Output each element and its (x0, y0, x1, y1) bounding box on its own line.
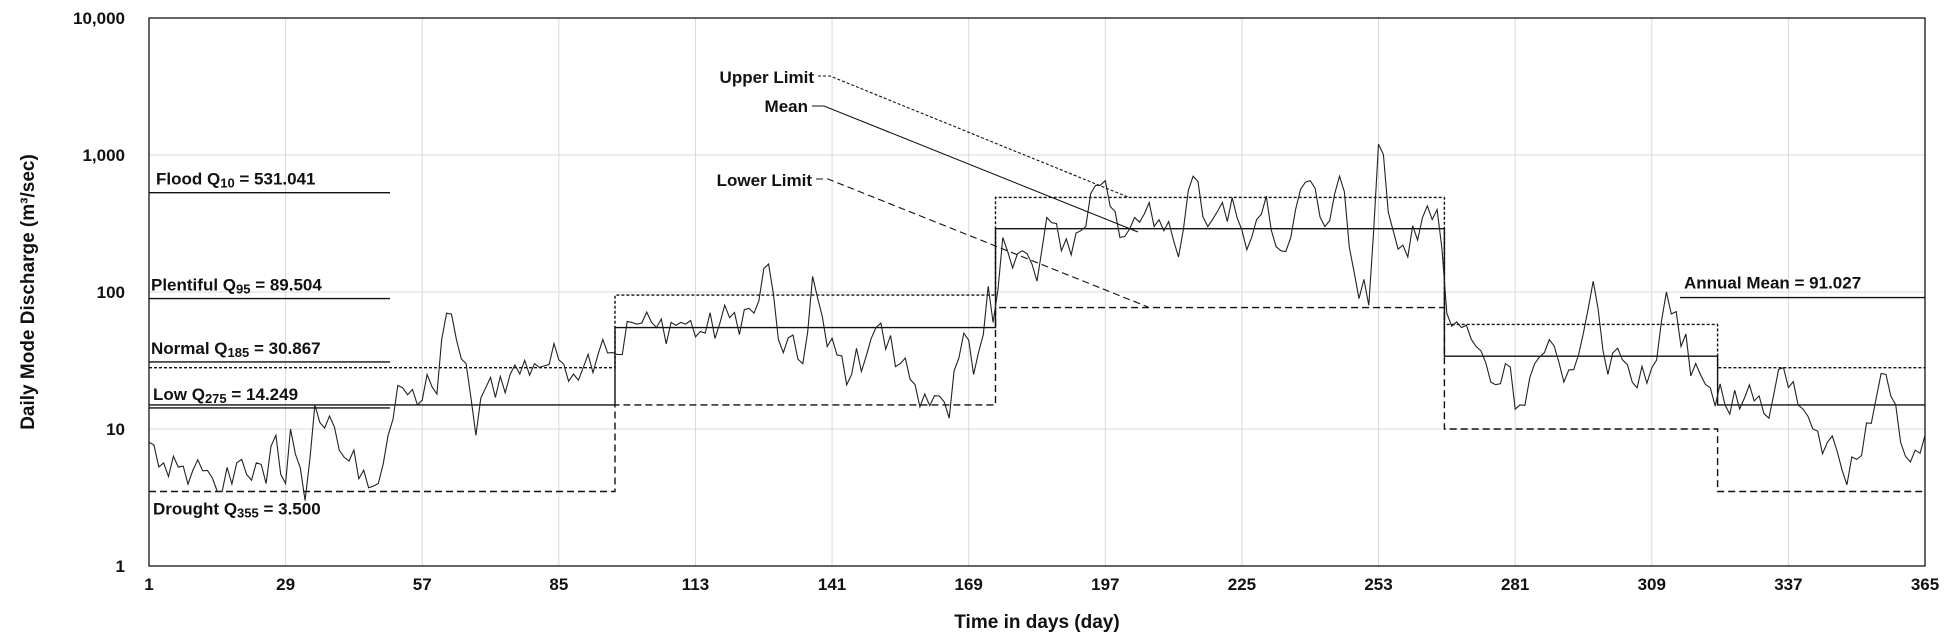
low-label: Low Q275 = 14.249 (153, 385, 298, 406)
y-axis-title: Daily Mode Discharge (m³/sec) (18, 154, 39, 430)
flood-label: Flood Q10 = 531.041 (156, 170, 316, 191)
mean-leader (812, 105, 1139, 233)
x-tick-label: 337 (1774, 575, 1802, 594)
y-tick-label: 10,000 (73, 9, 125, 28)
y-tick-label: 1 (116, 557, 125, 576)
drought-label: Drought Q355 = 3.500 (153, 499, 321, 520)
limit-lines (149, 196, 1925, 493)
mean-line (149, 228, 1925, 406)
y-tick-label: 10 (106, 420, 125, 439)
x-tick-label: 85 (549, 575, 568, 594)
x-tick-label: 57 (413, 575, 432, 594)
lower-limit-leader (816, 178, 1149, 308)
x-tick-label: 281 (1501, 575, 1529, 594)
upper-limit-label: Upper Limit (720, 68, 815, 87)
daily-discharge-line (148, 143, 1926, 501)
x-tick-label: 365 (1911, 575, 1939, 594)
annotations: Flood Q10 = 531.041 Plentiful Q95 = 89.50… (149, 68, 1925, 520)
mean-label: Mean (765, 97, 808, 116)
x-axis-title: Time in days (day) (954, 612, 1119, 633)
x-tick-label: 29 (276, 575, 295, 594)
lower-limit-line (149, 306, 1925, 493)
daily-series (148, 143, 1926, 501)
x-tick-label: 141 (818, 575, 846, 594)
x-tick-label: 169 (955, 575, 983, 594)
upper-limit-leader (818, 75, 1129, 198)
x-tick-label: 253 (1364, 575, 1392, 594)
x-tick-label: 113 (682, 575, 709, 594)
x-tick-label: 1 (144, 575, 153, 594)
x-tick-label: 225 (1228, 575, 1256, 594)
y-tick-label: 100 (97, 283, 125, 302)
lower-limit-label: Lower Limit (717, 171, 813, 190)
x-tick-label: 197 (1091, 575, 1119, 594)
annual-mean-label: Annual Mean = 91.027 (1684, 274, 1861, 293)
x-tick-label: 309 (1638, 575, 1666, 594)
tick-labels: 1 29 57 85 113 141 169 197 225 253 281 309 337 365 1 10… (73, 9, 1939, 594)
y-tick-label: 1,000 (82, 146, 125, 165)
normal-label: Normal Q185 = 30.867 (151, 339, 321, 360)
plentiful-label: Plentiful Q95 = 89.504 (151, 276, 322, 297)
plot-area-border (148, 17, 1926, 567)
